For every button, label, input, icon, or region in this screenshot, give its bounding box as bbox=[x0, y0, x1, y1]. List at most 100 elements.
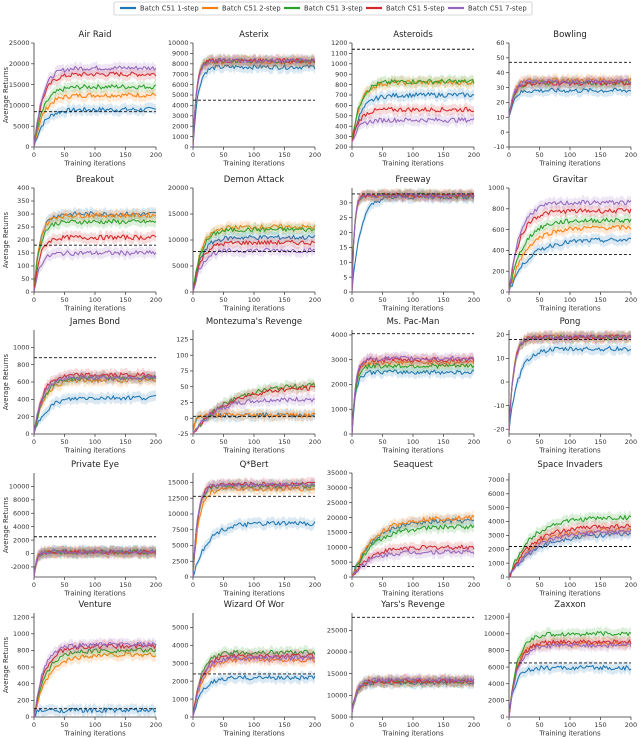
series-line-batch-c51-3-step bbox=[192, 482, 316, 578]
x-axis-label: Training iterations bbox=[63, 305, 126, 313]
series-band-batch-c51-3-step bbox=[352, 188, 474, 292]
chart-title: Q*Bert bbox=[240, 460, 269, 470]
series-line-batch-c51-5-step bbox=[33, 234, 157, 293]
chart-panel-gravitar: Gravitar 0 200 400 600 800 1000 0 50 100 150 200 Tra… bbox=[488, 175, 637, 313]
series-line-batch-c51-7-step bbox=[33, 549, 157, 578]
series-band-batch-c51-3-step bbox=[352, 358, 474, 434]
series-line-batch-c51-2-step bbox=[508, 224, 632, 293]
y-tick-label: 5000 bbox=[331, 558, 348, 566]
y-tick-label: 3000 bbox=[488, 532, 505, 540]
legend-label: Batch C51 2-step bbox=[222, 4, 281, 12]
series-band-batch-c51-1-step bbox=[34, 702, 156, 717]
x-tick-label: 200 bbox=[625, 438, 637, 446]
y-tick-label: 0 bbox=[25, 713, 29, 721]
y-tick-label: 8000 bbox=[13, 496, 30, 504]
x-tick-label: 150 bbox=[278, 438, 290, 446]
series-band-batch-c51-1-step bbox=[509, 232, 631, 292]
y-tick-label: 600 bbox=[492, 226, 504, 234]
x-tick-label: 0 bbox=[191, 581, 195, 589]
y-tick-label: 0 bbox=[184, 143, 188, 151]
series-line-batch-c51-5-step bbox=[508, 334, 632, 432]
series-line-batch-c51-5-step bbox=[351, 106, 475, 142]
x-tick-label: 0 bbox=[350, 296, 354, 304]
series-line-batch-c51-1-step bbox=[192, 64, 316, 148]
y-tick-label: 4000 bbox=[13, 523, 30, 531]
x-tick-label: 150 bbox=[119, 438, 131, 446]
y-tick-label: 1000 bbox=[488, 184, 505, 192]
y-tick-label: -10 bbox=[494, 402, 505, 410]
series-band-batch-c51-2-step bbox=[34, 207, 156, 292]
series-band-batch-c51-7-step bbox=[352, 672, 474, 714]
y-tick-label: 500 bbox=[335, 112, 347, 120]
y-tick-label: 50 bbox=[21, 275, 29, 283]
x-tick-label: 0 bbox=[507, 438, 511, 446]
x-tick-label: 50 bbox=[535, 296, 543, 304]
y-tick-label: 20000 bbox=[327, 514, 348, 522]
y-tick-label: 1000 bbox=[172, 133, 189, 141]
series-line-batch-c51-7-step bbox=[192, 396, 316, 435]
series-line-batch-c51-1-step bbox=[508, 87, 632, 118]
x-tick-label: 100 bbox=[407, 151, 419, 159]
y-tick-label: 10000 bbox=[9, 483, 30, 491]
y-axis-label: Average Returns bbox=[2, 66, 10, 123]
y-tick-label: 300 bbox=[17, 210, 29, 218]
y-tick-label: 0 bbox=[343, 573, 347, 581]
y-tick-label: 0 bbox=[25, 288, 29, 296]
y-tick-label: -25 bbox=[178, 430, 189, 438]
chart-title: Air Raid bbox=[78, 30, 111, 40]
x-tick-label: 150 bbox=[119, 721, 131, 729]
y-tick-label: 10 bbox=[496, 113, 504, 121]
y-tick-label: 0 bbox=[184, 573, 188, 581]
x-axis-label: Training iterations bbox=[63, 590, 126, 598]
x-tick-label: 150 bbox=[437, 438, 449, 446]
y-tick-label: 5000 bbox=[13, 122, 30, 130]
x-axis-label: Training iterations bbox=[222, 305, 285, 313]
y-tick-label: 3000 bbox=[331, 356, 348, 364]
series-band-batch-c51-3-step bbox=[352, 74, 474, 143]
x-tick-label: 200 bbox=[625, 151, 637, 159]
legend-label: Batch C51 5-step bbox=[386, 4, 445, 12]
x-axis-label: Training iterations bbox=[538, 160, 601, 168]
y-tick-label: 1100 bbox=[331, 50, 348, 58]
y-tick-label: 200 bbox=[335, 143, 347, 151]
x-tick-label: 50 bbox=[535, 721, 543, 729]
x-tick-label: 100 bbox=[89, 438, 101, 446]
y-axis-label: Average Returns bbox=[2, 211, 10, 268]
x-axis-label: Training iterations bbox=[381, 590, 444, 598]
y-tick-label: 15 bbox=[339, 244, 347, 252]
x-tick-label: 50 bbox=[535, 581, 543, 589]
series-band-batch-c51-3-step bbox=[34, 643, 156, 717]
series-line-batch-c51-3-step bbox=[33, 84, 157, 148]
chart-title: Gravitar bbox=[553, 175, 588, 185]
series-line-batch-c51-5-step bbox=[33, 549, 157, 578]
chart-title: Freeway bbox=[395, 175, 430, 185]
x-tick-label: 50 bbox=[60, 296, 68, 304]
x-tick-label: 0 bbox=[350, 438, 354, 446]
series-band-batch-c51-1-step bbox=[509, 660, 631, 717]
y-tick-label: 150 bbox=[17, 249, 29, 257]
series-band-batch-c51-3-step bbox=[193, 222, 315, 292]
series-band-batch-c51-7-step bbox=[509, 74, 631, 119]
series-band-batch-c51-5-step bbox=[193, 380, 315, 434]
x-tick-label: 200 bbox=[468, 581, 480, 589]
x-tick-label: 0 bbox=[191, 438, 195, 446]
y-tick-label: 125 bbox=[176, 336, 188, 344]
x-tick-label: 50 bbox=[219, 721, 227, 729]
y-tick-label: 5 bbox=[343, 273, 347, 281]
y-tick-label: 800 bbox=[17, 647, 29, 655]
y-tick-label: 1000 bbox=[331, 405, 348, 413]
chart-title: Space Invaders bbox=[537, 460, 603, 470]
y-tick-label: 2000 bbox=[331, 381, 348, 389]
x-tick-label: 200 bbox=[150, 438, 162, 446]
y-axis-label: Average Returns bbox=[2, 353, 10, 410]
y-tick-label: 300 bbox=[335, 133, 347, 141]
series-band-batch-c51-7-step bbox=[34, 544, 156, 577]
x-tick-label: 0 bbox=[507, 151, 511, 159]
chart-title: Asteroids bbox=[393, 30, 433, 40]
y-tick-label: 0 bbox=[184, 414, 188, 422]
series-band-batch-c51-2-step bbox=[509, 220, 631, 292]
series-band-batch-c51-5-step bbox=[352, 102, 474, 143]
x-tick-label: 100 bbox=[248, 438, 260, 446]
y-tick-label: 0 bbox=[184, 288, 188, 296]
series-line-batch-c51-1-step bbox=[192, 674, 316, 718]
